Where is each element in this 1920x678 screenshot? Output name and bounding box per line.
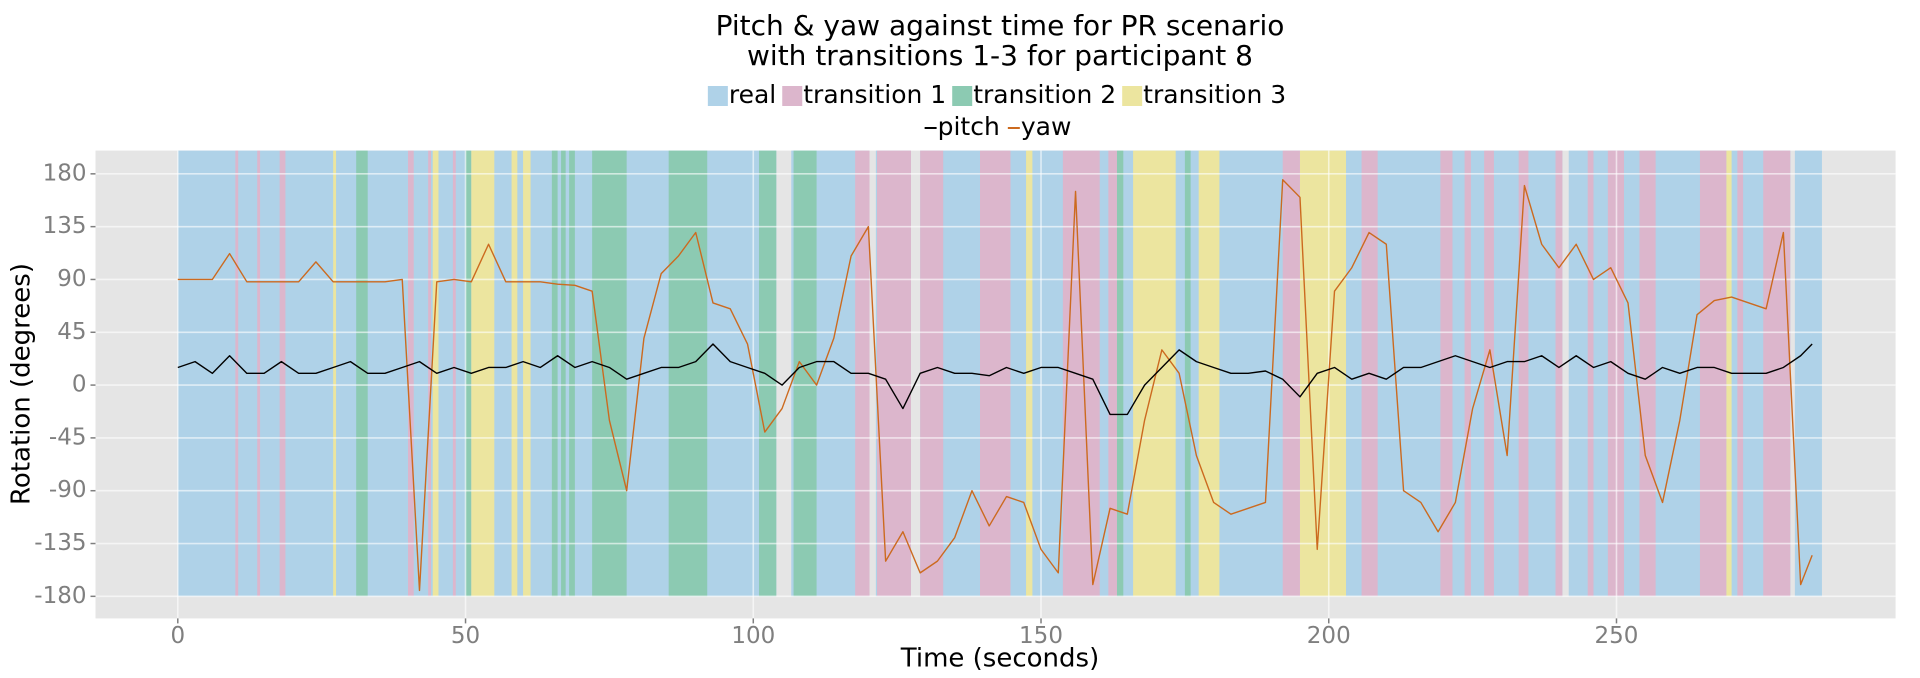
band bbox=[793, 150, 817, 597]
chart-title: with transitions 1-3 for participant 8 bbox=[747, 39, 1253, 72]
band bbox=[471, 150, 495, 597]
legend-key bbox=[707, 86, 728, 106]
band bbox=[1133, 150, 1176, 597]
x-tick-label: 250 bbox=[1595, 623, 1639, 649]
band bbox=[1587, 150, 1594, 597]
band bbox=[428, 150, 432, 597]
y-tick-label: 90 bbox=[57, 266, 86, 292]
band bbox=[452, 150, 456, 597]
band bbox=[1464, 150, 1471, 597]
series-line bbox=[177, 179, 1813, 592]
band bbox=[1794, 150, 1822, 597]
y-tick-label: 135 bbox=[43, 213, 87, 239]
band bbox=[877, 150, 911, 597]
legend: pitch yaw bbox=[924, 112, 1072, 141]
x-tick-label: 0 bbox=[170, 623, 185, 649]
y-tick-label: 45 bbox=[57, 319, 86, 345]
band bbox=[1726, 150, 1732, 597]
band bbox=[920, 150, 944, 597]
band bbox=[432, 150, 439, 597]
y-tick-label: -45 bbox=[49, 424, 87, 450]
band bbox=[333, 150, 337, 597]
x-tick-label: 50 bbox=[451, 623, 480, 649]
band bbox=[523, 150, 531, 597]
band bbox=[356, 150, 368, 597]
legend-key bbox=[782, 86, 803, 106]
band bbox=[279, 150, 286, 597]
band bbox=[1184, 150, 1191, 597]
band bbox=[407, 150, 414, 597]
band bbox=[569, 150, 575, 597]
x-tick-label: 100 bbox=[731, 623, 775, 649]
legend-label: pitch bbox=[938, 112, 1000, 141]
band bbox=[551, 150, 558, 597]
band bbox=[561, 150, 566, 597]
band bbox=[511, 150, 518, 597]
band bbox=[1484, 150, 1494, 597]
band bbox=[1555, 150, 1563, 597]
y-tick-label: 0 bbox=[72, 372, 87, 398]
band bbox=[1699, 150, 1727, 597]
band bbox=[1026, 150, 1033, 597]
band bbox=[668, 150, 708, 597]
chart-title: Pitch & yaw against time for PR scenario bbox=[716, 9, 1285, 42]
series-line bbox=[177, 343, 1813, 416]
legend-label: yaw bbox=[1021, 112, 1072, 141]
legend-label: transition 2 bbox=[973, 80, 1116, 109]
band bbox=[1518, 150, 1529, 597]
band bbox=[759, 150, 777, 597]
x-tick-label: 200 bbox=[1307, 623, 1351, 649]
band bbox=[1440, 150, 1453, 597]
band bbox=[1198, 150, 1220, 597]
y-tick-label: -135 bbox=[34, 530, 86, 556]
band bbox=[1108, 150, 1117, 597]
y-tick-label: -90 bbox=[49, 477, 87, 503]
band bbox=[1062, 150, 1100, 597]
legend-key bbox=[1122, 86, 1143, 106]
x-axis-title: Time (seconds) bbox=[900, 644, 1099, 674]
legend-key bbox=[952, 86, 973, 106]
legend-label: transition 3 bbox=[1143, 80, 1286, 109]
band bbox=[1282, 150, 1300, 597]
x-tick-label: 150 bbox=[1019, 623, 1063, 649]
band bbox=[1116, 150, 1124, 597]
band bbox=[1639, 150, 1656, 597]
y-tick-label: 180 bbox=[43, 160, 87, 186]
legend-label: real bbox=[729, 80, 776, 109]
band bbox=[1299, 150, 1347, 597]
y-tick-label: -180 bbox=[34, 583, 86, 609]
legend: real transition 1 transition 2 transition 3 bbox=[707, 80, 1286, 109]
band bbox=[592, 150, 627, 597]
band bbox=[235, 150, 239, 597]
band bbox=[465, 150, 472, 597]
y-axis-title: Rotation (degrees) bbox=[7, 263, 37, 505]
legend-label: transition 1 bbox=[803, 80, 946, 109]
